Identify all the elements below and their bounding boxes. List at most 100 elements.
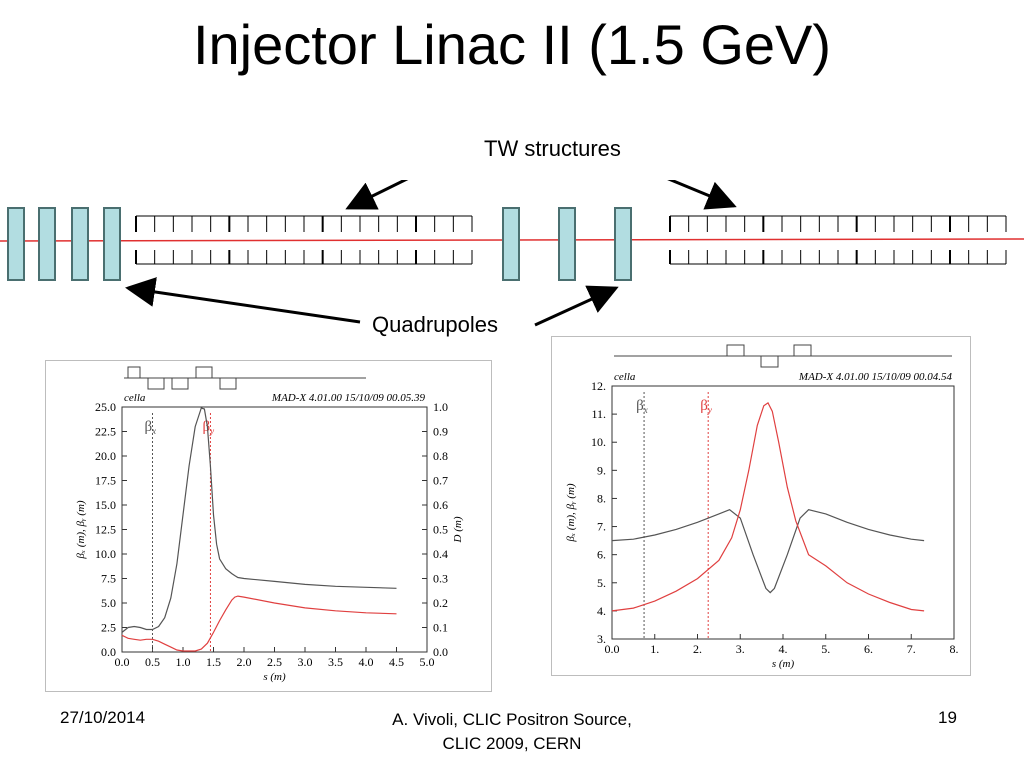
marker-label: βx [636, 398, 648, 415]
y2-axis-label: D (m) [452, 516, 464, 543]
beta-function-plot-2: cella MAD-X 4.01.00 15/10/09 00.04.54 0.0 1… [551, 336, 971, 676]
quadrupoles-label: Quadrupoles [372, 312, 498, 337]
footer-credits-line1: A. Vivoli, CLIC Positron Source, [392, 710, 632, 729]
quadrupole-group [7, 207, 632, 281]
quad-arrow-left [125, 277, 361, 324]
y-tick-label: 4. [597, 604, 606, 618]
header-left: cella [124, 392, 146, 404]
y-axis-label: βₓ (m), βᵧ (m) [75, 500, 87, 559]
y-tick-label: 0.0 [101, 645, 116, 659]
beta-x-curve [121, 407, 397, 633]
quadrupole-icon [7, 207, 25, 281]
lattice-element [793, 344, 812, 357]
y-tick-label: 5. [597, 576, 606, 590]
y2-tick-label: 0.0 [433, 645, 448, 659]
quadrupole-icon [558, 207, 576, 281]
y-tick-label: 7.5 [101, 572, 116, 586]
quadrupole-icon [502, 207, 520, 281]
lattice-element [726, 344, 745, 357]
x-tick-label: 2.0 [237, 655, 252, 669]
tw-structure-right [669, 215, 1007, 265]
y-tick-label: 10.0 [95, 547, 116, 561]
y-axis-label: βₓ (m), βᵧ (m) [565, 483, 577, 542]
x-tick-label: 0.0 [115, 655, 130, 669]
y2-tick-label: 1.0 [433, 400, 448, 414]
x-axis-label: s (m) [263, 671, 286, 683]
y2-tick-label: 0.3 [433, 572, 448, 586]
x-tick-label: 5.0 [420, 655, 435, 669]
y-tick-label: 17.5 [95, 474, 116, 488]
x-tick-label: 1.5 [206, 655, 221, 669]
quadrupole-icon [614, 207, 632, 281]
quadrupole-icon [71, 207, 89, 281]
lattice-element [147, 377, 165, 390]
tw-arrow-left [345, 180, 409, 210]
y-tick-label: 25.0 [95, 400, 116, 414]
plot-frame [121, 406, 428, 653]
y-tick-label: 12. [591, 379, 606, 393]
x-tick-label: 8. [950, 642, 959, 656]
x-tick-label: 0.0 [605, 642, 620, 656]
beta-function-plot-1: cella MAD-X 4.01.00 15/10/09 00.05.39 0.0 0… [45, 360, 492, 692]
y-tick-label: 22.5 [95, 425, 116, 439]
y2-tick-label: 0.2 [433, 596, 448, 610]
tw-arrow-right [667, 180, 737, 210]
x-tick-label: 1. [650, 642, 659, 656]
x-tick-label: 4. [779, 642, 788, 656]
y-tick-label: 12.5 [95, 523, 116, 537]
y2-tick-label: 0.5 [433, 523, 448, 537]
x-tick-label: 3.5 [328, 655, 343, 669]
x-tick-label: 3.0 [298, 655, 313, 669]
header-left: cella [614, 371, 636, 383]
quadrupole-icon [38, 207, 56, 281]
y-tick-label: 5.0 [101, 596, 116, 610]
y-tick-label: 15.0 [95, 498, 116, 512]
lattice-element [171, 377, 189, 390]
tw-structures-label: TW structures [484, 136, 621, 161]
beta-x-curve [611, 509, 925, 594]
marker-label: βy [202, 419, 214, 436]
beta-y-curve [121, 595, 397, 652]
x-tick-label: 2.5 [267, 655, 282, 669]
plot-frame [611, 385, 955, 640]
slide-title: Injector Linac II (1.5 GeV) [192, 13, 832, 76]
y-tick-label: 20.0 [95, 449, 116, 463]
y-tick-label: 2.5 [101, 621, 116, 635]
y2-tick-label: 0.1 [433, 621, 448, 635]
y2-tick-label: 0.4 [433, 547, 448, 561]
y-tick-label: 8. [597, 491, 606, 505]
x-tick-label: 1.0 [176, 655, 191, 669]
x-tick-label: 5. [821, 642, 830, 656]
y2-tick-label: 0.8 [433, 449, 448, 463]
lattice-element [760, 355, 779, 368]
y-tick-label: 9. [597, 463, 606, 477]
y2-tick-label: 0.9 [433, 425, 448, 439]
lattice-strip [614, 344, 952, 368]
y-tick-label: 10. [591, 435, 606, 449]
y-tick-label: 3. [597, 632, 606, 646]
beamline-diagram [0, 180, 1024, 327]
y-tick-label: 11. [591, 407, 606, 421]
x-tick-label: 0.5 [145, 655, 160, 669]
lattice-element [127, 366, 141, 379]
quadrupole-icon [103, 207, 121, 281]
footer-credits-line2: CLIC 2009, CERN [442, 734, 582, 753]
y2-tick-label: 0.6 [433, 498, 448, 512]
tw-structure-left [135, 215, 473, 265]
marker-label: βx [145, 419, 157, 436]
header-right: MAD-X 4.01.00 15/10/09 00.05.39 [271, 392, 426, 404]
marker-label: βy [700, 398, 712, 415]
y-tick-label: 7. [597, 520, 606, 534]
lattice-strip [124, 366, 366, 390]
y-tick-label: 6. [597, 548, 606, 562]
footer-credits: A. Vivoli, CLIC Positron Source, CLIC 20… [330, 708, 694, 756]
beta-y-curve [611, 402, 925, 612]
x-tick-label: 7. [907, 642, 916, 656]
x-axis-label: s (m) [772, 658, 795, 670]
footer-date: 27/10/2014 [60, 708, 146, 727]
y2-tick-label: 0.7 [433, 474, 448, 488]
quad-arrow-right [534, 285, 619, 327]
x-tick-label: 2. [693, 642, 702, 656]
x-tick-label: 4.5 [389, 655, 404, 669]
page-number: 19 [938, 708, 957, 727]
